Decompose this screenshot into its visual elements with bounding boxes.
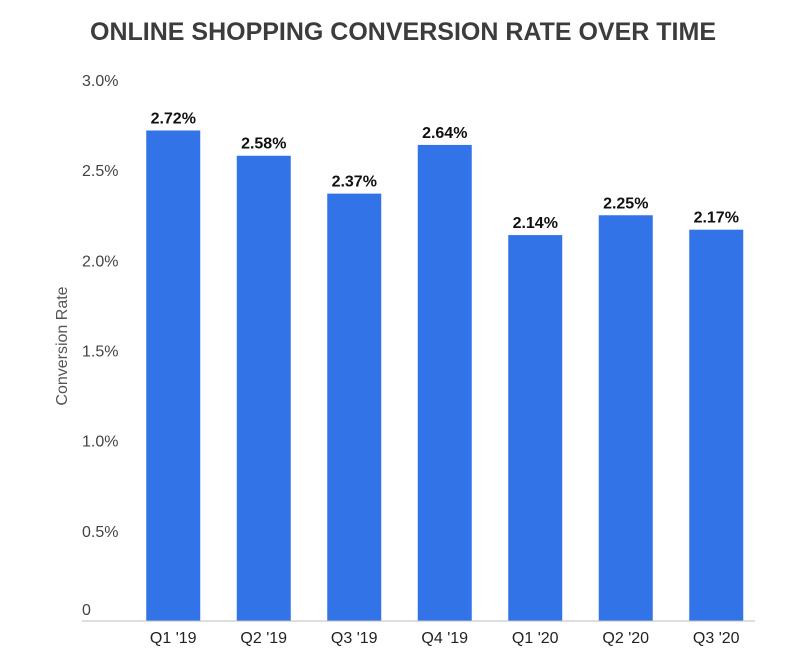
x-tick-label: Q1 '20 [512,630,559,647]
y-tick-label: 2.0% [82,253,118,270]
bar [689,229,744,621]
bar [327,193,382,622]
x-tick-label: Q1 '19 [150,630,197,647]
x-tick-label: Q3 '20 [693,630,740,647]
x-axis-ticks: Q1 '19 Q2 '19 Q3 '19 Q4 '19 Q1 '20 Q2 '20 Q3 '… [150,630,740,647]
bar [598,215,653,621]
x-tick-label: Q4 '19 [421,630,468,647]
y-tick-label: 2.5% [82,163,118,180]
y-tick-label: 0.5% [82,524,118,541]
data-label: 2.58% [241,136,286,153]
chart-title: ONLINE SHOPPING CONVERSION RATE OVER TIM… [90,18,716,46]
x-tick-label: Q2 '19 [240,630,287,647]
data-label: 2.64% [422,125,467,142]
y-tick-label: 1.0% [82,434,118,451]
data-labels: 2.72% 2.58% 2.37% 2.64% 2.14% 2.25% 2.17% [151,110,739,232]
data-label: 2.17% [694,210,739,227]
x-tick-label: Q2 '20 [602,630,649,647]
bar [508,235,563,621]
y-axis-label: Conversion Rate [54,286,71,405]
y-axis-ticks: 0 0.5% 1.0% 1.5% 2.0% 2.5% 3.0% [82,73,118,619]
bar [236,155,291,622]
data-label: 2.37% [332,174,377,191]
bar [417,144,472,622]
y-tick-label: 0 [82,602,91,619]
data-label: 2.25% [603,195,648,212]
data-label: 2.72% [151,110,196,127]
data-label: 2.14% [513,215,558,232]
bar [146,130,201,621]
x-tick-label: Q3 '19 [331,630,378,647]
y-tick-label: 3.0% [82,73,118,90]
y-tick-label: 1.5% [82,344,118,361]
bars [146,130,744,622]
